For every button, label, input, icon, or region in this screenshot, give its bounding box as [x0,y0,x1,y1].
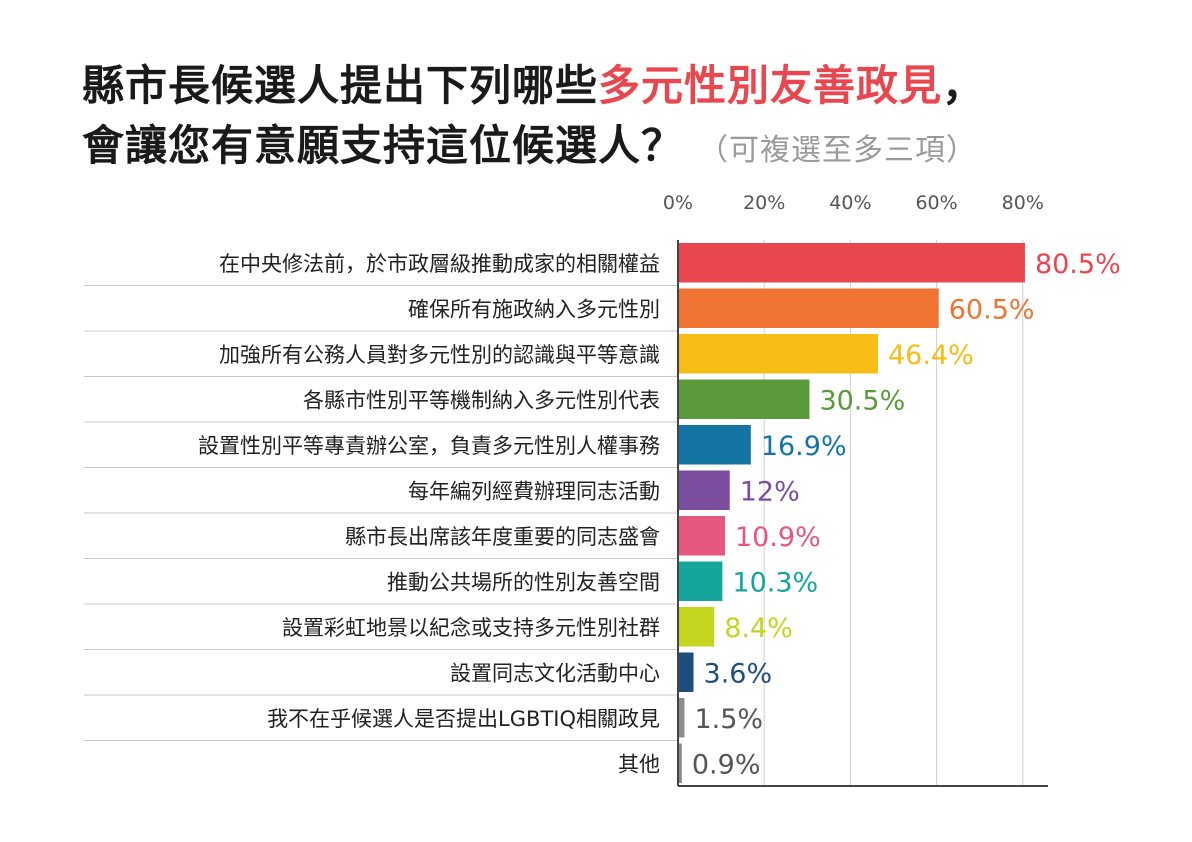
category-label: 推動公共場所的性別友善空間 [387,570,660,594]
value-label: 16.9% [761,431,847,462]
bar [678,561,723,601]
title-prefix: 縣市長候選人提出下列哪些 [82,61,599,110]
bar [678,698,685,738]
bar [678,743,682,783]
value-label: 10.3% [732,567,818,598]
value-label: 1.5% [694,704,763,735]
value-label: 46.4% [888,340,974,371]
bar [678,243,1025,283]
category-label: 各縣市性別平等機制納入多元性別代表 [303,388,660,412]
category-label: 確保所有施政納入多元性別 [408,297,660,321]
value-label: 3.6% [704,658,773,689]
category-label: 設置彩虹地景以紀念或支持多元性別社群 [282,616,660,640]
chart-title-line2: 會讓您有意願支持這位候選人？ （可複選至多三項） [82,112,977,173]
x-tick-label: 80% [1002,192,1044,214]
value-label: 12% [740,476,800,507]
value-label: 0.9% [692,749,761,780]
x-tick-label: 0% [663,192,693,214]
category-label: 在中央修法前，於市政層級推動成家的相關權益 [219,252,660,276]
value-label: 60.5% [949,294,1035,325]
category-label: 縣市長出席該年度重要的同志盛會 [345,525,660,549]
x-tick-label: 20% [743,192,785,214]
category-label: 每年編列經費辦理同志活動 [408,479,660,503]
x-tick-label: 60% [915,192,957,214]
bar [678,425,751,465]
bar [678,288,939,328]
title-line2-text: 會讓您有意願支持這位候選人？ [82,121,685,170]
bar [678,470,730,510]
category-label: 加強所有公務人員對多元性別的認識與平等意識 [219,343,660,367]
value-label: 10.9% [735,522,821,553]
category-label: 設置性別平等專責辦公室，負責多元性別人權事務 [198,434,660,458]
value-label: 80.5% [1035,249,1121,280]
title-suffix: ， [942,61,986,110]
bar [678,334,878,374]
title-highlight: 多元性別友善政見 [598,61,943,110]
value-label: 30.5% [819,385,905,416]
x-tick-label: 40% [829,192,871,214]
bar [678,652,694,692]
bar [678,516,725,556]
title-note: （可複選至多三項） [698,133,978,168]
chart-title-line1: 縣市長候選人提出下列哪些多元性別友善政見， [82,52,985,113]
category-label: 設置同志文化活動中心 [450,661,660,685]
bar [678,379,810,419]
value-label: 8.4% [724,613,793,644]
category-label: 其他 [618,752,660,776]
category-label: 我不在乎候選人是否提出LGBTIQ相關政見 [267,707,660,731]
bar [678,607,715,647]
